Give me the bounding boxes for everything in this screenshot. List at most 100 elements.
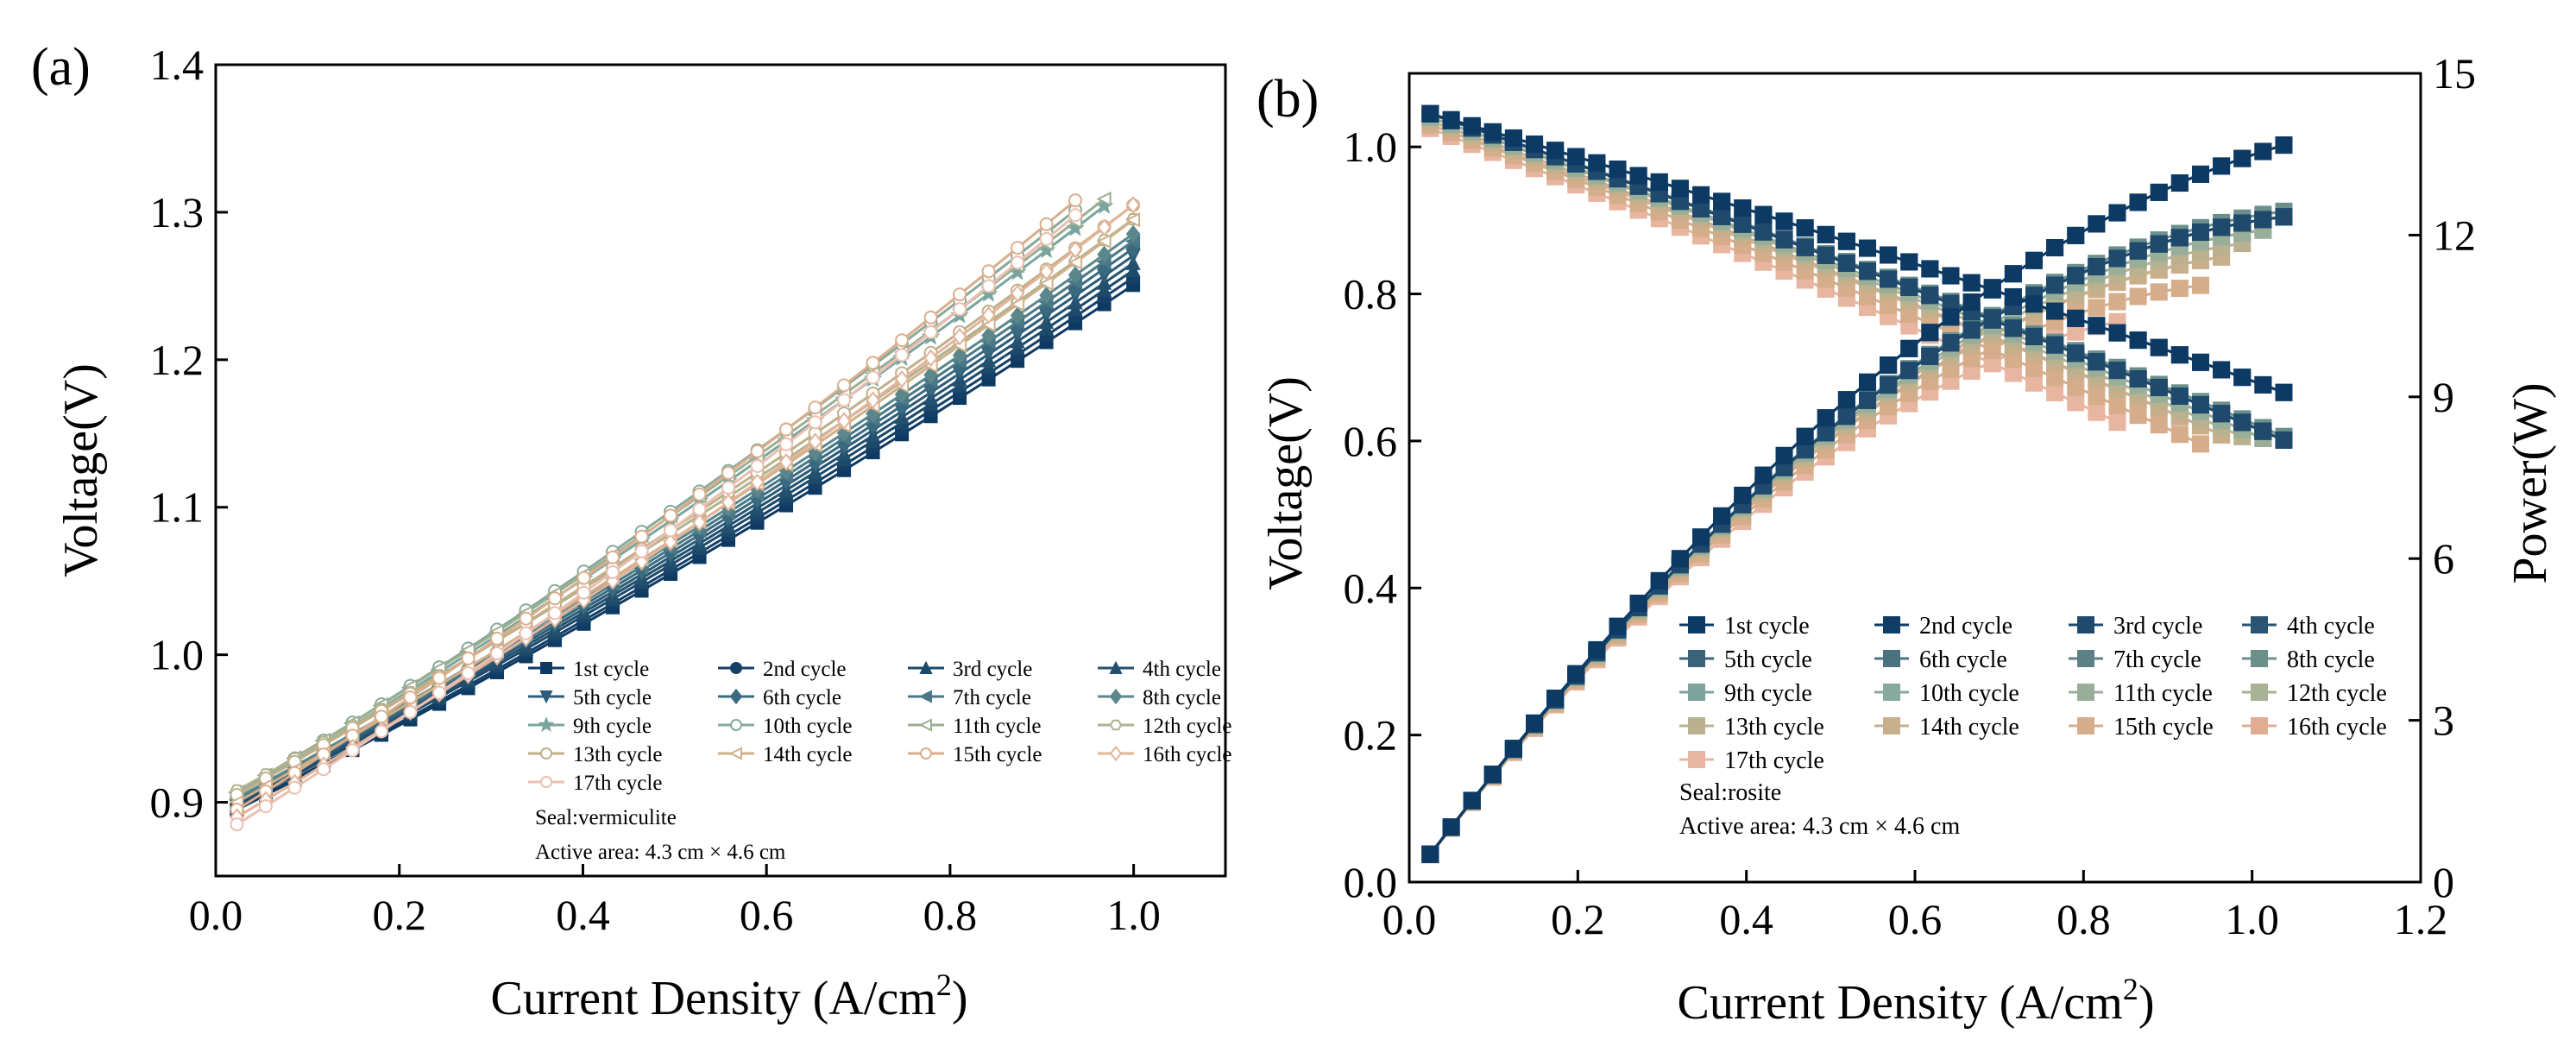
legend-label: 5th cycle — [573, 686, 652, 709]
voltage-point — [2004, 287, 2022, 306]
data-point — [403, 690, 418, 705]
legend-label: 9th cycle — [1724, 680, 1812, 707]
voltage-point — [2025, 374, 2044, 392]
power-line — [1429, 229, 2264, 855]
data-point — [287, 780, 302, 795]
power-point — [2046, 239, 2064, 257]
y2-tick-label: 9 — [2433, 373, 2454, 421]
power-point — [2170, 174, 2189, 192]
power-point — [2275, 136, 2293, 154]
series-6 — [1421, 104, 2293, 863]
voltage-point — [2025, 327, 2044, 345]
legend-label: 5th cycle — [1724, 646, 1812, 673]
voltage-point — [2213, 405, 2231, 423]
data-point — [894, 385, 910, 404]
panel-b-power-axis: 0 3 6 9 12 15 — [2409, 49, 2476, 906]
power-point — [1942, 308, 1960, 326]
voltage-point — [1609, 161, 1627, 179]
voltage-point — [1817, 246, 1835, 264]
y-tick-label: 0.9 — [150, 778, 205, 827]
voltage-point — [2088, 403, 2106, 421]
power-line — [1429, 255, 2222, 855]
legend-label: 15th cycle — [953, 743, 1042, 766]
panel-a-seal-annotation: Seal:vermiculite — [535, 806, 677, 829]
power-point — [2088, 258, 2106, 276]
panel-b-x-axis: 0.0 0.2 0.4 0.6 0.8 1.0 1.2 — [1382, 870, 2448, 943]
legend-label: 9th cycle — [573, 715, 652, 738]
voltage-point — [2067, 378, 2085, 396]
legend-label: 14th cycle — [1919, 714, 2019, 741]
legend-label: 13th cycle — [573, 743, 662, 766]
data-point — [808, 432, 822, 451]
voltage-point — [2025, 360, 2044, 378]
data-point — [403, 705, 418, 720]
power-point — [1775, 446, 1793, 464]
data-point — [866, 356, 880, 370]
voltage-point — [1734, 199, 1752, 217]
power-point — [2129, 242, 2147, 260]
power-point — [2191, 223, 2209, 241]
data-point — [1039, 217, 1054, 231]
data-point — [1068, 208, 1083, 223]
y-tick-label: 0.4 — [1344, 564, 1398, 612]
voltage-point — [1463, 117, 1481, 135]
data-point — [1097, 218, 1112, 236]
legend-swatch-marker — [1883, 684, 1900, 701]
series-7 — [1421, 104, 2293, 863]
legend-swatch-marker — [2251, 717, 2268, 734]
voltage-point — [2150, 378, 2168, 396]
y-tick-label: 0.2 — [1344, 711, 1398, 760]
voltage-point — [1900, 253, 1918, 271]
power-point — [1692, 528, 1710, 546]
data-point — [750, 444, 765, 458]
power-point — [1567, 665, 1585, 683]
legend-swatch-marker — [919, 660, 933, 674]
legend-label: 12th cycle — [1143, 715, 1231, 738]
data-point — [1011, 255, 1025, 270]
series-8 — [1421, 104, 2293, 863]
voltage-point — [1859, 262, 1877, 281]
y-tick-label: 1.3 — [150, 188, 205, 236]
voltage-point — [2170, 346, 2189, 364]
voltage-point — [1837, 254, 1855, 272]
panel-a-y-axis-label: Voltage(V) — [54, 363, 108, 577]
voltage-point — [2088, 353, 2106, 371]
legend-label: 4th cycle — [1143, 658, 1221, 681]
voltage-point — [2046, 336, 2064, 354]
x-tick-label: 0.4 — [556, 891, 610, 939]
voltage-point — [2170, 387, 2189, 405]
legend-swatch-marker — [918, 690, 932, 703]
panel-a-data-series — [227, 191, 1141, 832]
legend-label: 11th cycle — [2113, 680, 2213, 707]
voltage-point — [1567, 148, 1585, 166]
legend-label: 17th cycle — [1724, 747, 1824, 774]
x-tick-label: 1.2 — [2394, 895, 2448, 943]
data-point — [606, 550, 620, 564]
data-point — [664, 523, 678, 538]
power-point — [2254, 211, 2272, 229]
power-point — [2108, 293, 2126, 311]
voltage-point — [1483, 123, 1502, 141]
data-point — [981, 306, 996, 325]
power-point — [1588, 640, 1606, 659]
power-point — [1504, 740, 1522, 758]
data-point — [808, 400, 822, 415]
data-point — [837, 378, 852, 393]
y2-tick-label: 0 — [2433, 858, 2454, 906]
voltage-point — [2108, 397, 2126, 415]
voltage-point — [1921, 260, 1939, 278]
power-point — [2025, 251, 2044, 269]
x-tick-label: 0.2 — [1551, 895, 1605, 943]
power-point — [1421, 845, 1439, 863]
legend-swatch-marker — [1688, 684, 1705, 701]
x-tick-label: 0.6 — [740, 891, 794, 939]
legend-swatch-marker — [2251, 684, 2268, 701]
data-point — [692, 501, 707, 516]
legend-label: 12th cycle — [2287, 680, 2387, 707]
voltage-point — [2191, 435, 2209, 453]
power-point — [2275, 208, 2293, 226]
legend-swatch-marker — [540, 662, 552, 674]
data-point — [1010, 284, 1025, 303]
power-point — [1483, 766, 1502, 784]
voltage-point — [2108, 362, 2126, 380]
